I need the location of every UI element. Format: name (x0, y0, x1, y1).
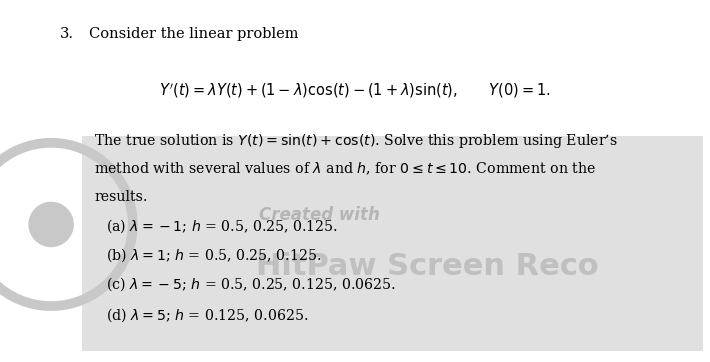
Text: (d) $\lambda = 5$; $h$ = 0.125, 0.0625.: (d) $\lambda = 5$; $h$ = 0.125, 0.0625. (106, 306, 309, 324)
Bar (82, 136, 703, 351)
Text: results.: results. (94, 190, 148, 204)
Text: (c) $\lambda = -5$; $h$ = 0.5, 0.25, 0.125, 0.0625.: (c) $\lambda = -5$; $h$ = 0.5, 0.25, 0.1… (106, 275, 397, 293)
Text: Created with: Created with (259, 206, 380, 224)
Text: The true solution is $Y(t) = \sin(t) + \cos(t)$. Solve this problem using Euler’: The true solution is $Y(t) = \sin(t) + \… (94, 132, 618, 150)
Text: (b) $\lambda = 1$; $h$ = 0.5, 0.25, 0.125.: (b) $\lambda = 1$; $h$ = 0.5, 0.25, 0.12… (106, 246, 322, 264)
Ellipse shape (28, 202, 74, 247)
Text: Consider the linear problem: Consider the linear problem (89, 27, 298, 41)
Text: HitPaw Screen Reco: HitPaw Screen Reco (256, 252, 599, 281)
Text: $Y'(t) = \lambda Y(t) + (1 - \lambda)\cos(t) - (1 + \lambda)\sin(t), \qquad Y(0): $Y'(t) = \lambda Y(t) + (1 - \lambda)\co… (159, 81, 551, 100)
Text: method with several values of $\lambda$ and $h$, for $0 \leq t \leq 10$. Comment: method with several values of $\lambda$ … (94, 161, 596, 177)
Text: 3.: 3. (60, 27, 75, 41)
Text: (a) $\lambda = -1$; $h$ = 0.5, 0.25, 0.125.: (a) $\lambda = -1$; $h$ = 0.5, 0.25, 0.1… (106, 217, 339, 235)
